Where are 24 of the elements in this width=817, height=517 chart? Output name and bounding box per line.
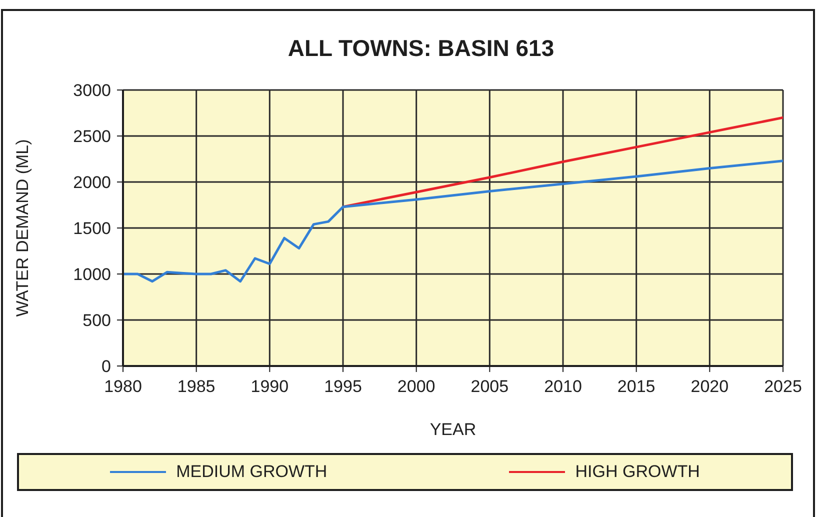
y-tick-label: 2500 — [73, 127, 111, 146]
line-series — [123, 160, 783, 283]
y-tick-label: 0 — [102, 357, 111, 376]
x-tick-label: 1990 — [250, 377, 289, 396]
y-axis-title: WATER DEMAND (ML) — [13, 139, 32, 317]
x-axis-title: YEAR — [430, 420, 476, 439]
x-tick-label: 2000 — [397, 377, 436, 396]
x-tick-label: 2005 — [470, 377, 509, 396]
x-tick-label: 1980 — [104, 377, 142, 396]
x-tick-label: 1995 — [324, 377, 362, 396]
y-tick-label: 3000 — [73, 81, 111, 100]
y-tick-label: 500 — [82, 311, 111, 330]
y-tick-label: 1000 — [73, 265, 111, 284]
legend-label: HIGH GROWTH — [575, 462, 700, 482]
chart-title: ALL TOWNS: BASIN 613 — [286, 35, 556, 62]
legend-label: MEDIUM GROWTH — [176, 462, 328, 482]
y-tick-label: 2000 — [73, 173, 111, 192]
x-tick-label: 1985 — [177, 377, 216, 396]
x-tick-label: 2010 — [544, 377, 582, 396]
x-tick-label: 2015 — [617, 377, 656, 396]
line-series — [342, 116, 783, 208]
x-tick-label: 2020 — [690, 377, 729, 396]
x-tick-label: 2025 — [764, 377, 802, 396]
y-tick-label: 1500 — [73, 219, 111, 238]
